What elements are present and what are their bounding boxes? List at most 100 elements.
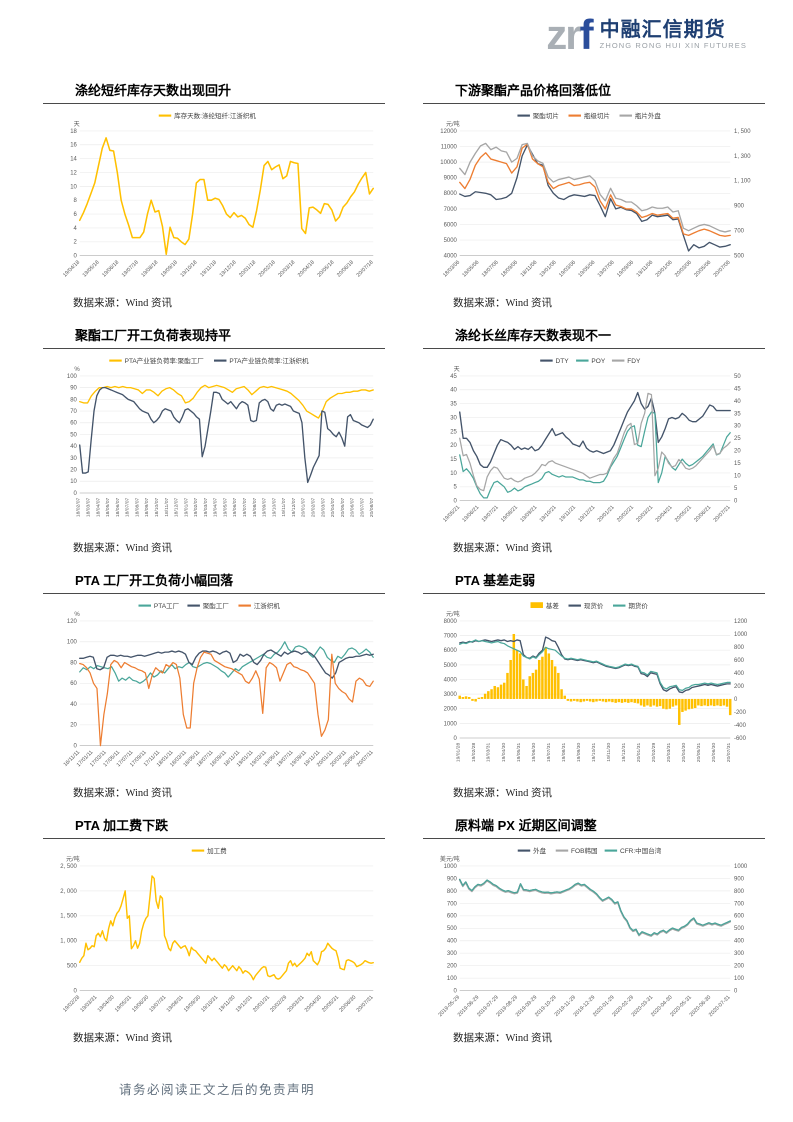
svg-text:40: 40 [70, 702, 77, 708]
svg-text:19/10/21: 19/10/21 [539, 505, 558, 524]
title-rule [423, 348, 765, 349]
svg-text:20/06/18: 20/06/18 [336, 260, 355, 279]
svg-text:19/02/28: 19/02/28 [62, 995, 81, 1014]
svg-text:100: 100 [734, 976, 745, 982]
svg-text:19/08/21: 19/08/21 [500, 505, 519, 524]
svg-text:19/12/31: 19/12/31 [621, 743, 627, 763]
filament-inventory-chart: 0 5 10 15 20 25 30 35 40 45 0 5 10 15 20 25 30 35 40 45 50 天 1… [442, 358, 741, 524]
svg-text:45: 45 [450, 374, 457, 380]
svg-text:700: 700 [734, 901, 745, 907]
svg-text:9000: 9000 [444, 176, 458, 182]
title-rule [43, 593, 385, 594]
svg-text:1000: 1000 [444, 864, 458, 870]
logo-zrf-icon: zrf [546, 14, 593, 56]
svg-text:18/06/07: 18/06/07 [115, 498, 121, 518]
svg-text:19/09/21: 19/09/21 [519, 505, 538, 524]
svg-text:18/05/07: 18/05/07 [105, 498, 111, 518]
svg-text:CFR:中国台湾: CFR:中国台湾 [620, 846, 662, 855]
title-rule [423, 103, 765, 104]
svg-text:25: 25 [734, 436, 741, 442]
chart-title: 原料端 PX 近期区间调整 [455, 818, 597, 833]
svg-text:200: 200 [734, 964, 745, 970]
svg-text:19/04/07: 19/04/07 [213, 498, 219, 518]
svg-text:20/04/30: 20/04/30 [681, 743, 687, 763]
logo-f-letter: f [579, 11, 594, 58]
logo-text-block: 中融汇信期货 ZHONG RONG HUI XIN FUTURES [600, 19, 747, 51]
svg-text:19/01/28: 19/01/28 [456, 743, 462, 763]
company-name-cn: 中融汇信期货 [599, 19, 726, 41]
svg-text:19/10/31: 19/10/31 [200, 995, 219, 1014]
svg-text:2, 500: 2, 500 [60, 864, 77, 870]
figure-polyester-product-prices: 下游聚酯产品价格回落低位 4000 5000 6000 7000 8000 9000 100… [423, 78, 765, 310]
svg-text:20/01/06: 20/01/06 [655, 260, 674, 279]
page-header: zrf 中融汇信期货 ZHONG RONG HUI XIN FUTURES [0, 0, 793, 68]
svg-text:19/11/06: 19/11/06 [636, 260, 655, 279]
svg-text:20/02/18: 20/02/18 [258, 260, 277, 279]
svg-text:19/02/28: 19/02/28 [471, 743, 477, 763]
svg-text:19/05/31: 19/05/31 [114, 995, 133, 1014]
svg-text:10: 10 [450, 471, 457, 477]
svg-text:0: 0 [734, 989, 738, 995]
svg-text:1200: 1200 [734, 619, 748, 625]
svg-text:20/03/21: 20/03/21 [635, 505, 654, 524]
svg-text:19/09/30: 19/09/30 [576, 743, 582, 763]
svg-text:19/11/07: 19/11/07 [281, 498, 287, 517]
svg-text:19/01/07: 19/01/07 [183, 498, 189, 518]
title-rule [43, 348, 385, 349]
charts-grid: 涤纶短纤库存天数出现回升 0 2 4 6 8 10 12 14 16 18 天 19/04/18 19/… [0, 68, 793, 1045]
data-source-caption: 数据来源：Wind 资讯 [73, 298, 173, 309]
svg-text:6000: 6000 [444, 648, 458, 654]
chart-title: 聚酯工厂开工负荷表现持平 [75, 328, 232, 343]
svg-text:19/08/31: 19/08/31 [166, 995, 185, 1014]
svg-text:18/11/07: 18/11/07 [164, 498, 170, 517]
svg-text:40: 40 [450, 388, 457, 394]
svg-text:400: 400 [734, 671, 745, 677]
svg-text:20/06/30: 20/06/30 [338, 995, 357, 1014]
svg-text:1, 500: 1, 500 [60, 914, 77, 920]
svg-text:20/06/30: 20/06/30 [711, 743, 717, 763]
svg-text:20/07/06: 20/07/06 [713, 260, 732, 279]
svg-text:10: 10 [734, 474, 741, 480]
svg-text:20/03/06: 20/03/06 [674, 260, 693, 279]
chart-title: 下游聚酯产品价格回落低位 [455, 83, 612, 98]
figure-px-price: 原料端 PX 近期区间调整 0 100 200 300 400 500 600 700 800 9… [423, 813, 765, 1045]
data-source-caption: 数据来源：Wind 资讯 [73, 788, 173, 799]
svg-text:19/05/07: 19/05/07 [222, 498, 228, 518]
svg-text:元/吨: 元/吨 [446, 610, 460, 618]
svg-text:300: 300 [734, 951, 745, 957]
svg-text:20/04/30: 20/04/30 [304, 995, 323, 1014]
chart-title: PTA 基差走弱 [455, 573, 536, 588]
svg-text:5000: 5000 [444, 663, 458, 669]
company-name-en: ZHONG RONG HUI XIN FUTURES [599, 41, 747, 50]
svg-text:500: 500 [67, 964, 78, 970]
svg-text:18/05/06: 18/05/06 [461, 260, 480, 279]
svg-text:100: 100 [67, 374, 78, 380]
svg-text:20/05/18: 20/05/18 [317, 260, 336, 279]
svg-text:18/11/06: 18/11/06 [520, 260, 539, 279]
svg-text:0: 0 [454, 736, 458, 742]
svg-text:800: 800 [734, 645, 745, 651]
svg-text:19/06/30: 19/06/30 [131, 995, 150, 1014]
svg-text:19/07/18: 19/07/18 [121, 260, 140, 279]
svg-text:19/11/30: 19/11/30 [606, 743, 612, 762]
svg-text:19/06/21: 19/06/21 [461, 505, 480, 524]
svg-text:0: 0 [74, 744, 78, 750]
chart-title: PTA 工厂开工负荷小幅回落 [75, 573, 234, 588]
svg-text:18/03/06: 18/03/06 [442, 260, 461, 279]
svg-text:60: 60 [70, 681, 77, 687]
company-logo: zrf 中融汇信期货 ZHONG RONG HUI XIN FUTURES [546, 14, 747, 56]
svg-text:20/06/07: 20/06/07 [350, 498, 356, 518]
svg-text:15: 15 [734, 461, 741, 467]
svg-text:PTA产业链负荷率:聚酯工厂: PTA产业链负荷率:聚酯工厂 [125, 356, 205, 365]
svg-text:200: 200 [734, 684, 745, 690]
svg-text:0: 0 [74, 989, 78, 995]
svg-text:80: 80 [70, 660, 77, 666]
svg-text:6000: 6000 [444, 222, 458, 228]
figure-pta-factory-load: PTA 工厂开工负荷小幅回落 0 20 40 60 80 100 120% 16/11/11 1… [43, 568, 385, 800]
svg-text:1000: 1000 [444, 721, 458, 727]
svg-text:20/04/21: 20/04/21 [655, 505, 674, 524]
svg-text:20/05/21: 20/05/21 [674, 505, 693, 524]
svg-text:1, 300: 1, 300 [734, 154, 751, 160]
svg-text:18/07/07: 18/07/07 [125, 498, 131, 518]
svg-text:0: 0 [74, 491, 78, 497]
